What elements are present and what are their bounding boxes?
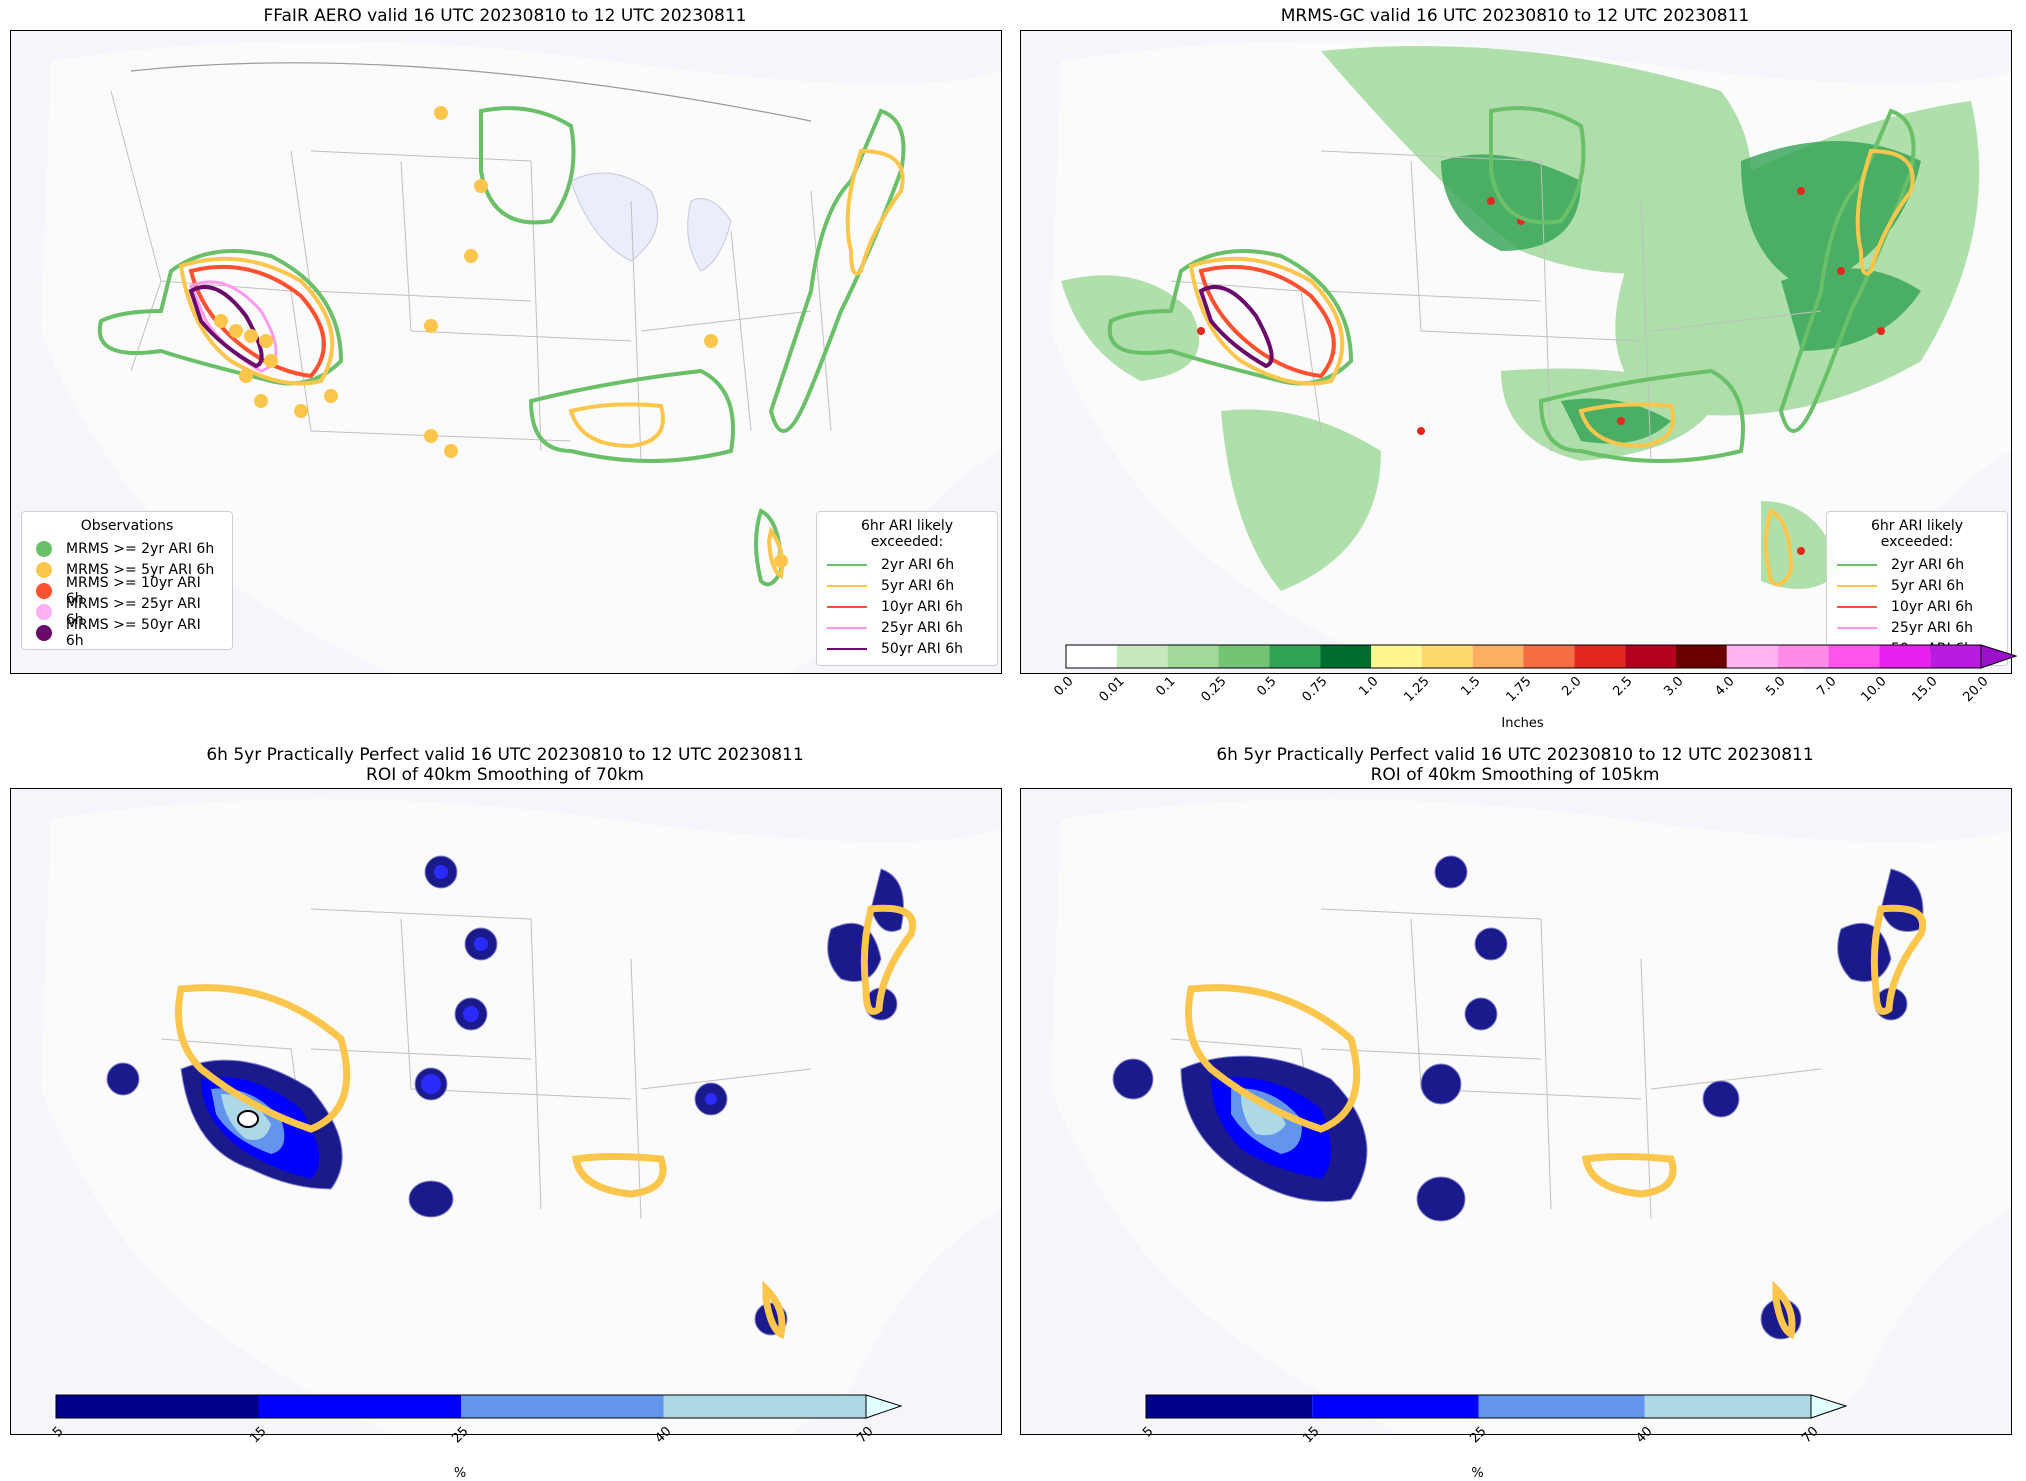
precip-cbar-unit-label: Inches [1501,716,1544,731]
precip-cbar-segment [1066,645,1117,668]
precip-cbar-extend-arrow [1980,644,2018,669]
mrms-25yr-label: 25yr ARI 6h [1891,619,1973,636]
obs-10yr-label: MRMS >= 10yr ARI 6h [65,574,201,607]
obs-5yr-label: MRMS >= 5yr ARI 6h [66,561,215,578]
prob-cbar-105km-bar [1145,1394,1848,1419]
panel-title-mrms: MRMS-GC valid 16 UTC 20230810 to 12 UTC … [1280,6,1750,26]
panel-title-pp-105km: 6h 5yr Practically Perfect valid 16 UTC … [1216,745,1814,785]
prob-cbar-105km-segment [1644,1395,1811,1418]
obs-25yr-label: MRMS >= 25yr ARI 6h [65,595,201,628]
precip-cbar-segment [1167,645,1219,668]
legend-entry-ari-5yr: 5yr ARI 6h [827,575,987,596]
precip-cbar-segment [1269,645,1321,668]
prob-cbar-105km-unit-label: % [1471,1466,1484,1481]
ari-50yr-label: 50yr ARI 6h [881,640,963,657]
map-panel-aero: Observations MRMS >= 2yr ARI 6h MRMS >= … [10,30,1002,674]
prob-cbar-70km-segment [663,1395,866,1418]
prob-colorbar-105km: 5 15 25 40 70% [1140,1394,1848,1481]
precip-cbar-segment [1421,645,1473,668]
ari-legend: 6hr ARI likely exceeded: 2yr ARI 6h 5yr … [816,511,998,666]
obs-2yr-label: MRMS >= 2yr ARI 6h [66,540,215,557]
legend-entry-ari-25yr: 25yr ARI 6h [827,617,987,638]
precip-cbar-outline [1065,644,1982,669]
map-panel-pp-70km [10,788,1002,1435]
legend-entry-ari-10yr: 10yr ARI 6h [827,596,987,617]
precip-cbar-segment [1116,645,1168,668]
precip-cbar-segment [1472,645,1524,668]
precip-cbar-segment [1879,645,1931,668]
observations-legend-title: Observations [80,518,174,534]
obs-50yr-label: MRMS >= 50yr ARI 6h [65,616,201,649]
observations-legend: Observations MRMS >= 2yr ARI 6h MRMS >= … [21,511,233,650]
ari-2yr-line [827,563,867,566]
mrms-2yr-label: 2yr ARI 6h [1891,556,1965,573]
ari-25yr-line [827,626,867,629]
ari-10yr-line [827,605,867,608]
prob-cbar-70km-unit-label: % [453,1466,467,1481]
obs-5yr-marker [36,561,52,578]
prob-cbar-105km-segment [1478,1395,1645,1418]
obs-2yr-marker [36,540,52,557]
mrms-10yr-line [1837,605,1877,608]
mrms-5yr-line [1837,584,1877,587]
map-panel-mrms: 6hr ARI likely exceeded: 2yr ARI 6h 5yr … [1020,30,2012,674]
prob-cbar-105km-extend-arrow [1810,1394,1848,1419]
precip-cbar-segment [1930,645,1981,668]
legend-entry-mrms-10yr: 10yr ARI 6h [1837,596,1997,617]
legend-entry-ari-50yr: 50yr ARI 6h [827,638,987,659]
ari-50yr-line [827,647,867,650]
precip-cbar-segment [1371,645,1422,668]
precip-cbar-bar [1065,644,2018,669]
prob-cbar-70km-bar [55,1394,903,1419]
precip-cbar-segment [1523,645,1575,668]
prob-colorbar-70km: 5 15 25 40 70% [50,1394,955,1481]
ari-25yr-label: 25yr ARI 6h [881,619,963,636]
precip-cbar-segment [1625,645,1676,668]
precip-cbar-segment [1828,645,1880,668]
precip-cbar-segment [1218,645,1270,668]
ari-10yr-label: 10yr ARI 6h [881,598,963,615]
ari-5yr-line [827,584,867,587]
legend-entry-mrms-2yr: 2yr ARI 6h [1837,554,1997,575]
obs-10yr-marker [36,582,52,599]
prob-cbar-70km-segment [258,1395,461,1418]
prob-cbar-70km-outline [55,1394,867,1419]
legend-entry-mrms-25yr: 25yr ARI 6h [1837,617,1997,638]
legend-entry-obs-50yr: MRMS >= 50yr ARI 6h [32,617,222,649]
precip-cbar-segment [1574,645,1626,668]
legend-entry-ari-2yr: 2yr ARI 6h [827,554,987,575]
legend-entry-obs-10yr: MRMS >= 10yr ARI 6h [32,575,222,607]
prob-cbar-105km-segment [1312,1395,1479,1418]
ari-legend-mrms: 6hr ARI likely exceeded: 2yr ARI 6h 5yr … [1826,511,2008,666]
mrms-5yr-label: 5yr ARI 6h [1891,577,1965,594]
prob-cbar-105km-segment [1146,1395,1313,1418]
prob-cbar-70km-segment [56,1395,259,1418]
ari-5yr-label: 5yr ARI 6h [881,577,955,594]
ari-legend-mrms-title: 6hr ARI likely exceeded: [1870,518,1964,550]
legend-entry-obs-2yr: MRMS >= 2yr ARI 6h [32,538,222,559]
prob-cbar-70km-segment [461,1395,664,1418]
precip-colorbar: 0.0 0.01 0.1 0.25 0.5 0.75 1.0 1.25 1.5 1.75 2.0 2.… [1051,644,2025,731]
ari-legend-title: 6hr ARI likely exceeded: [860,518,954,550]
precip-cbar-segment [1320,645,1371,668]
legend-entry-obs-25yr: MRMS >= 25yr ARI 6h [32,596,222,628]
mrms-2yr-line [1837,563,1877,566]
legend-entry-obs-5yr: MRMS >= 5yr ARI 6h [32,559,222,580]
panel-title-pp-70km: 6h 5yr Practically Perfect valid 16 UTC … [206,745,804,785]
precip-cbar-segment [1726,645,1778,668]
obs-50yr-marker [36,624,52,641]
legend-entry-mrms-5yr: 5yr ARI 6h [1837,575,1997,596]
panel-title-aero: FFaIR AERO valid 16 UTC 20230810 to 12 U… [263,6,747,26]
prob-cbar-105km-outline [1145,1394,1812,1419]
prob-cbar-70km-extend-arrow [865,1394,903,1419]
ari-2yr-label: 2yr ARI 6h [881,556,955,573]
map-panel-pp-105km [1020,788,2012,1435]
obs-25yr-marker [36,603,52,620]
mrms-10yr-label: 10yr ARI 6h [1891,598,1973,615]
precip-cbar-segment [1777,645,1829,668]
mrms-25yr-line [1837,626,1877,629]
precip-cbar-segment [1676,645,1727,668]
